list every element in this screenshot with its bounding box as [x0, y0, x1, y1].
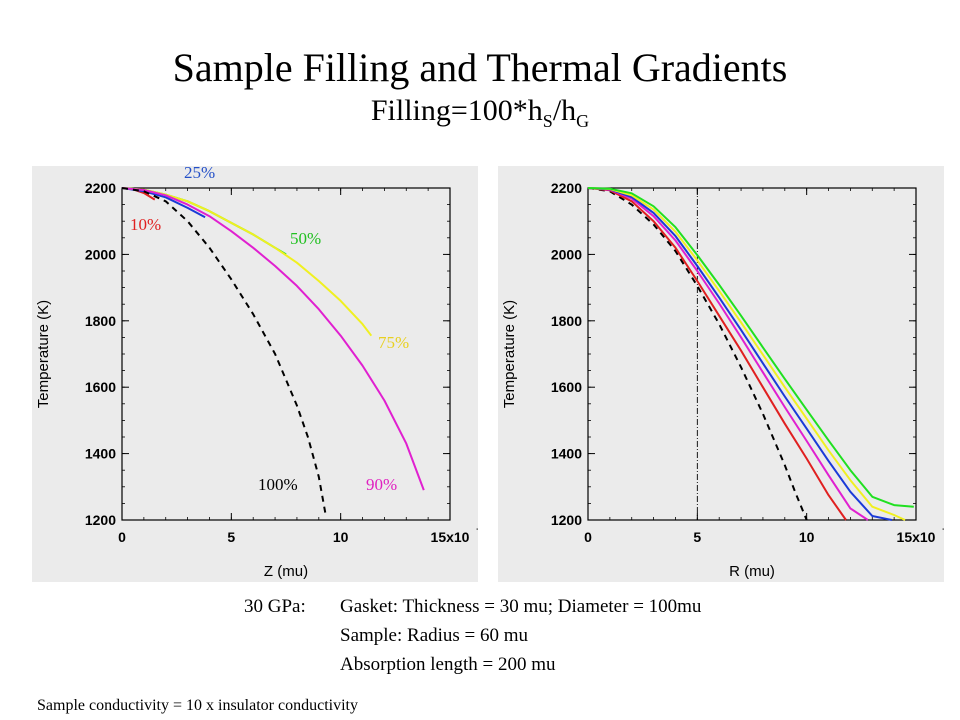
x-tick-label: 15x10 [897, 529, 936, 545]
y-axis-label: Temperature (K) [35, 300, 52, 408]
x-exponent-label: -6 [476, 523, 478, 535]
y-tick-label: 1600 [551, 379, 582, 395]
series-label: 90% [366, 475, 397, 494]
subtitle-main: Filling=100*h [370, 94, 543, 127]
y-tick-label: 1800 [551, 313, 582, 329]
chart-right-r-profile: 1200 1400 1600 1800 2000 2200 0 5 10 15x10 -6 R (mu… [498, 166, 944, 582]
x-tick-label: 10 [799, 529, 815, 545]
y-tick-label: 2200 [85, 180, 116, 196]
series-line [121, 187, 425, 491]
x-tick-label: 5 [693, 529, 701, 545]
x-axis-label: Z (mu) [264, 563, 308, 580]
info-sample: Sample: Radius = 60 mu [340, 625, 529, 646]
x-tick-label: 15x10 [431, 529, 470, 545]
chart-left-z-profile: 1200 1400 1600 1800 2000 2200 0 5 10 15x10 -6 Z (mu… [32, 166, 478, 582]
y-axis-label: Temperature (K) [501, 300, 518, 408]
x-tick-label: 0 [584, 529, 592, 545]
y-tick-label: 1800 [85, 313, 116, 329]
y-tick-label: 1600 [85, 379, 116, 395]
series-line [587, 187, 893, 521]
info-absorption: Absorption length = 200 mu [340, 654, 556, 675]
series-line [587, 187, 808, 521]
series-label: 10% [130, 215, 161, 234]
series-label: 50% [290, 229, 321, 248]
x-tick-label: 10 [333, 529, 349, 545]
subtitle-sub-s: S [542, 111, 553, 131]
info-pressure: 30 GPa: [244, 596, 306, 617]
y-tick-label: 2000 [551, 246, 582, 262]
series-line [587, 187, 914, 508]
page-subtitle: Filling=100*hS/hG [0, 94, 960, 132]
series-label: 25% [184, 166, 215, 182]
y-tick-label: 1400 [551, 446, 582, 462]
x-tick-label: 0 [118, 529, 126, 545]
x-axis-label: R (mu) [729, 563, 775, 580]
y-tick-label: 1200 [551, 512, 582, 528]
page-title: Sample Filling and Thermal Gradients [172, 45, 788, 90]
series-label: 75% [378, 333, 409, 352]
y-tick-label: 2200 [551, 180, 582, 196]
series-label: 100% [258, 475, 298, 494]
series-line [587, 187, 906, 521]
y-tick-label: 1200 [85, 512, 116, 528]
footnote: Sample conductivity = 10 x insulator con… [37, 697, 358, 714]
subtitle-sub-g: G [576, 111, 590, 131]
y-tick-label: 2000 [85, 246, 116, 262]
info-gasket: Gasket: Thickness = 30 mu; Diameter = 10… [340, 596, 702, 617]
series-line [587, 187, 847, 521]
x-exponent-label: -6 [942, 523, 944, 535]
series-line [587, 187, 869, 521]
series-line [121, 187, 327, 514]
subtitle-mid: /h [552, 94, 577, 127]
x-tick-label: 5 [227, 529, 235, 545]
y-tick-label: 1400 [85, 446, 116, 462]
